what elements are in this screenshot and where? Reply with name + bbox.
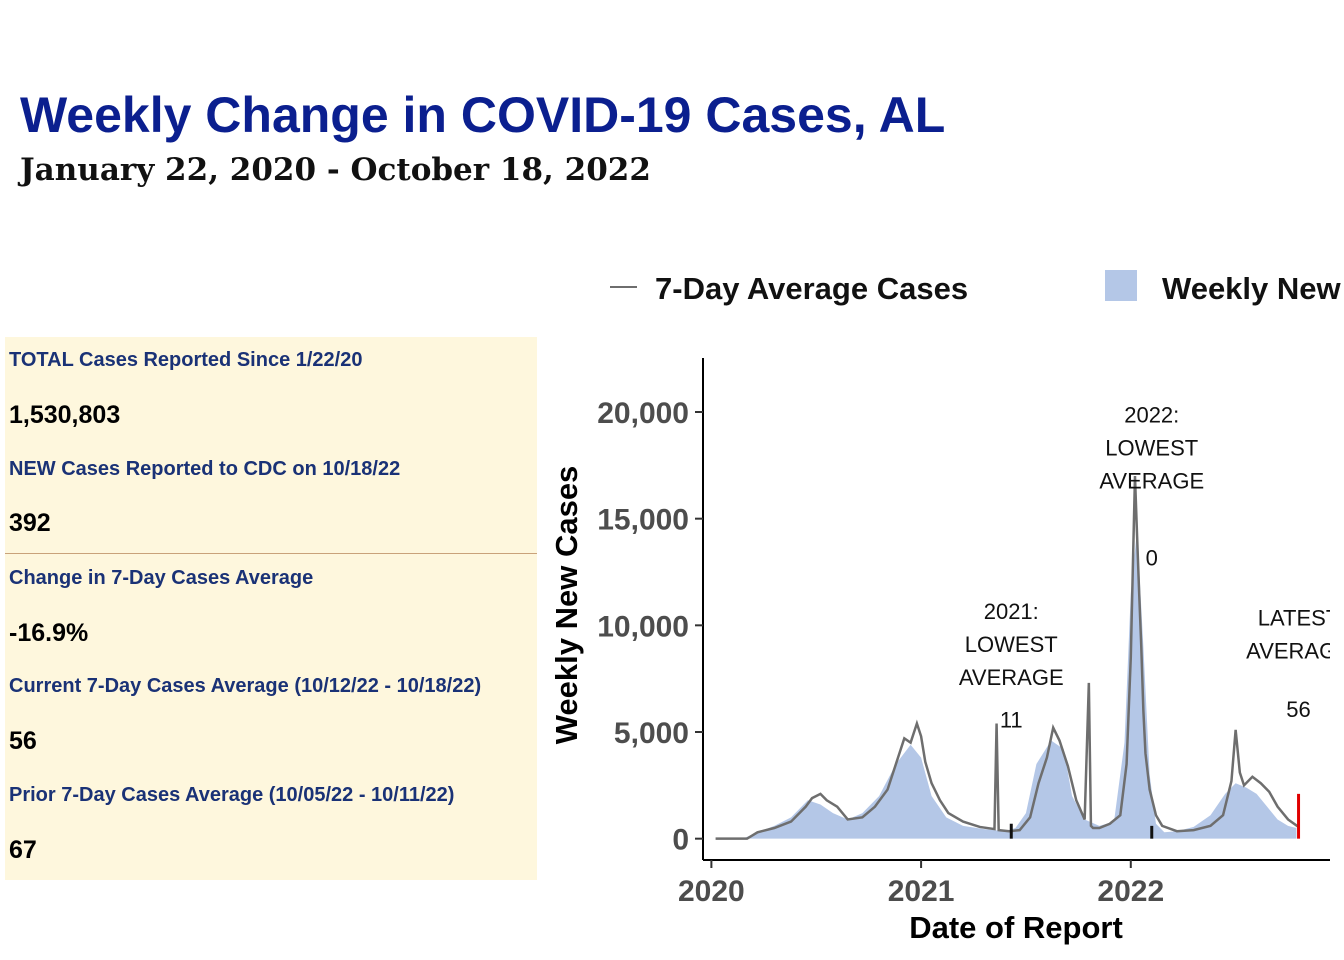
annotation-line: 0	[1146, 546, 1158, 571]
weekly-cases-chart: 7-Day Average Cases Weekly New 2021: LOWES…	[549, 270, 1344, 945]
prior-avg-value: 67	[9, 836, 37, 864]
page-title: Weekly Change in COVID-19 Cases, AL	[20, 87, 946, 143]
legend-fill-swatch	[1105, 270, 1137, 301]
y-axis-title: Weekly New Cases	[549, 466, 584, 745]
total-cases-value: 1,530,803	[9, 401, 121, 429]
current-avg-label: Current 7-Day Cases Average (10/12/22 - …	[9, 675, 482, 697]
annotation-line: 11	[1000, 708, 1023, 733]
annotation-line: LOWEST	[1105, 436, 1198, 461]
annotation-line: 2021:	[984, 599, 1039, 624]
y-tick-label: 10,000	[597, 610, 689, 643]
date-range-subtitle: January 22, 2020 - October 18, 2022	[20, 152, 651, 188]
new-cases-value: 392	[9, 509, 51, 537]
chart-annotation: 0	[1146, 546, 1158, 571]
annotation-line: AVERAGE	[1246, 638, 1344, 663]
y-tick-label: 0	[672, 824, 689, 857]
x-axis-title: Date of Report	[909, 910, 1123, 945]
y-tick-label: 20,000	[597, 397, 689, 430]
avg-change-value: -16.9%	[9, 619, 89, 647]
seven-day-average-line	[715, 475, 1300, 840]
prior-avg-label: Prior 7-Day Cases Average (10/05/22 - 10…	[9, 784, 455, 806]
summary-stats-panel: TOTAL Cases Reported Since 1/22/20 1,530…	[5, 337, 537, 880]
panel-divider	[5, 553, 537, 554]
x-tick-label: 2022	[1097, 875, 1164, 908]
annotation-line: LATEST	[1258, 605, 1340, 630]
chart-annotation: 56	[1286, 697, 1310, 722]
legend-label: 7-Day Average Cases	[655, 271, 968, 306]
annotation-line: LOWEST	[965, 632, 1058, 657]
current-avg-value: 56	[9, 727, 37, 755]
new-cases-label: NEW Cases Reported to CDC on 10/18/22	[9, 458, 401, 480]
chart-legend: 7-Day Average Cases Weekly New	[610, 270, 1342, 306]
x-tick-label: 2021	[888, 875, 955, 908]
x-tick-label: 2020	[678, 875, 745, 908]
y-tick-label: 5,000	[614, 717, 689, 750]
total-cases-label: TOTAL Cases Reported Since 1/22/20	[9, 349, 363, 371]
avg-change-label: Change in 7-Day Cases Average	[9, 567, 314, 589]
legend-label: Weekly New	[1162, 271, 1342, 306]
annotation-line: AVERAGE	[959, 665, 1064, 690]
weekly-new-cases-area	[723, 529, 1297, 839]
annotation-line: AVERAGE	[1099, 469, 1204, 494]
chart-annotation: LATEST AVERAGE	[1246, 605, 1344, 663]
annotation-line: 2022:	[1124, 403, 1179, 428]
y-tick-label: 15,000	[597, 504, 689, 537]
chart-annotation: 11	[1000, 708, 1023, 733]
chart-annotation: 2021: LOWEST AVERAGE	[959, 599, 1064, 690]
annotation-line: 56	[1286, 697, 1310, 722]
chart-annotation: 2022: LOWEST AVERAGE	[1099, 403, 1204, 494]
